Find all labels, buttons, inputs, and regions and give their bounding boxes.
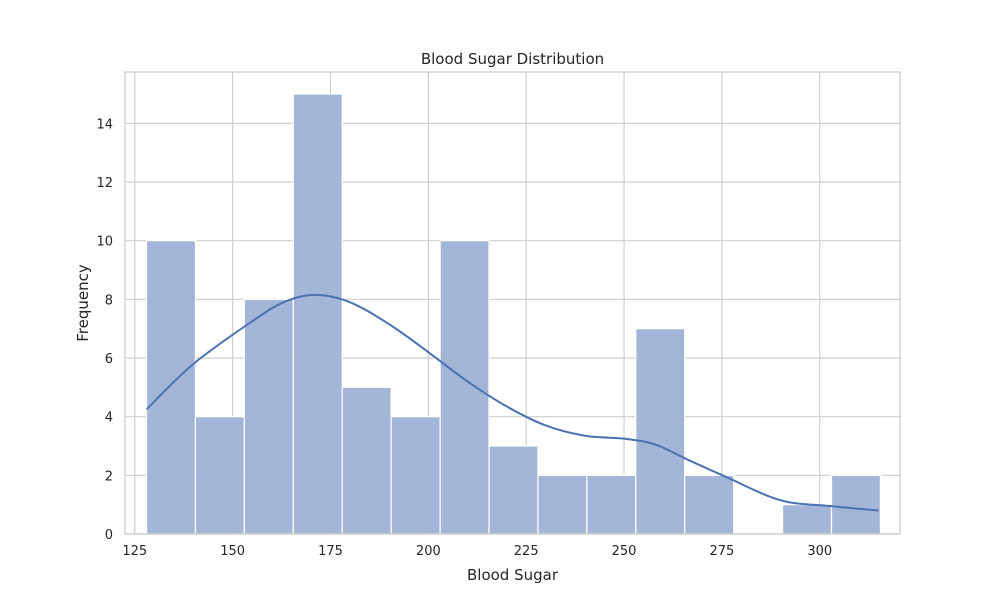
x-tick-label: 200 [416, 544, 441, 559]
x-tick-labels: 125 150 175 200 225 250 275 300 [122, 544, 832, 559]
histogram-bar [341, 386, 392, 535]
y-tick-label: 10 [96, 235, 113, 250]
x-axis-label: Blood Sugar [467, 566, 559, 584]
kde-layer [145, 293, 879, 512]
x-tick-label: 225 [514, 544, 539, 559]
y-tick-label: 0 [105, 528, 113, 543]
histogram-bar [488, 445, 539, 535]
histogram-bar [243, 298, 294, 535]
kde-line [145, 293, 879, 512]
histogram-bar [145, 240, 197, 535]
x-tick-label: 275 [709, 544, 734, 559]
histogram-bar [830, 474, 882, 535]
histogram-bar [390, 416, 441, 535]
y-tick-label: 6 [105, 352, 113, 367]
y-tick-labels: 0 2 4 6 8 10 12 14 [96, 117, 113, 543]
bars-layer [145, 93, 882, 535]
x-tick-label: 300 [807, 544, 832, 559]
y-tick-label: 4 [105, 411, 113, 426]
histogram-bar [684, 474, 735, 535]
x-tick-label: 175 [318, 544, 343, 559]
y-axis-label: Frequency [74, 264, 92, 342]
histogram-bar [781, 504, 833, 535]
x-tick-label: 250 [612, 544, 637, 559]
histogram-bar [537, 474, 588, 535]
histogram-bar [292, 93, 343, 535]
chart-title: Blood Sugar Distribution [421, 50, 604, 68]
y-tick-label: 2 [105, 469, 113, 484]
y-tick-label: 14 [96, 117, 113, 132]
histogram-bar [439, 240, 490, 535]
y-tick-label: 12 [96, 176, 113, 191]
histogram-bar [635, 328, 686, 535]
y-tick-label: 8 [105, 293, 113, 308]
histogram-bar [194, 416, 245, 535]
x-tick-label: 150 [220, 544, 245, 559]
plot-frame [124, 71, 901, 535]
x-tick-label: 125 [122, 544, 147, 559]
histogram-bar [586, 474, 637, 535]
